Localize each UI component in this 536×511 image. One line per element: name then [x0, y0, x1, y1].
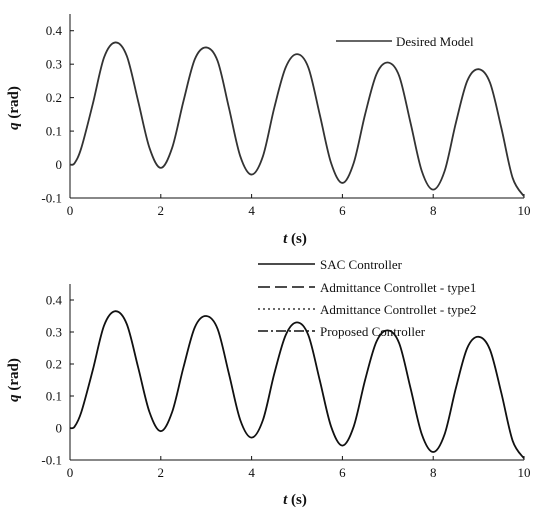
bottom-chart-x-tick-label: 2 — [158, 465, 165, 480]
top-chart-x-tick-label: 8 — [430, 203, 437, 218]
top-chart: 0 2 4 6 8 10 -0.1 0 0.1 0.2 0.3 0.4 t (s) q (rad) D… — [6, 14, 531, 247]
top-chart-x-tick-label: 6 — [339, 203, 346, 218]
bottom-chart-y-tick-label: 0.1 — [46, 389, 62, 404]
bottom-chart-x-tick-label: 0 — [67, 465, 74, 480]
top-chart-x-tick-label: 2 — [158, 203, 165, 218]
top-chart-x-tick-label: 4 — [248, 203, 255, 218]
top-chart-y-tick-label: -0.1 — [41, 191, 62, 206]
bottom-chart-y-tick-label: 0.2 — [46, 357, 62, 372]
bottom-chart-y-tick-label: -0.1 — [41, 453, 62, 468]
top-chart-series-line-desired-model — [69, 41, 525, 197]
top-chart-lines — [69, 41, 525, 197]
bottom-chart-series-line-sac-controller — [69, 310, 525, 459]
bottom-chart-lines — [69, 310, 525, 459]
bottom-chart-ticks: 0 2 4 6 8 10 -0.1 0 0.1 0.2 0.3 0.4 — [41, 293, 530, 481]
bottom-chart-y-axis-label: q (rad) — [6, 358, 22, 402]
legend-label-admittance-type2: Admittance Controllet - type2 — [320, 302, 476, 317]
bottom-chart-x-tick-label: 8 — [430, 465, 437, 480]
top-chart-y-tick-label: 0.3 — [46, 57, 62, 72]
bottom-chart-x-axis-label: t (s) — [283, 492, 307, 508]
bottom-chart-axes — [69, 284, 524, 461]
bottom-chart-y-tick-label: 0 — [56, 421, 63, 436]
top-chart-y-tick-label: 0.2 — [46, 90, 62, 105]
legend-label-desired-model: Desired Model — [396, 34, 474, 49]
top-chart-x-tick-label: 10 — [518, 203, 531, 218]
top-chart-ticks: 0 2 4 6 8 10 -0.1 0 0.1 0.2 0.3 0.4 — [41, 23, 530, 218]
legend-label-admittance-type1: Admittance Controllet - type1 — [320, 280, 476, 295]
bottom-chart-legend: SAC Controller Admittance Controllet - t… — [258, 257, 476, 339]
bottom-chart-x-tick-label: 6 — [339, 465, 346, 480]
top-chart-axes — [69, 14, 524, 199]
bottom-chart-y-tick-label: 0.3 — [46, 325, 62, 340]
top-chart-x-axis-label: t (s) — [283, 231, 307, 247]
top-chart-legend: Desired Model — [336, 34, 474, 49]
top-chart-x-tick-label: 0 — [67, 203, 74, 218]
top-chart-y-axis-label: q (rad) — [6, 86, 22, 130]
legend-label-proposed-controller: Proposed Controller — [320, 324, 426, 339]
legend-label-sac-controller: SAC Controller — [320, 257, 403, 272]
top-chart-y-tick-label: 0 — [56, 157, 63, 172]
bottom-chart: 0 2 4 6 8 10 -0.1 0 0.1 0.2 0.3 0.4 t (s) q (rad) S… — [6, 257, 531, 508]
bottom-chart-y-tick-label: 0.4 — [46, 293, 63, 308]
bottom-chart-x-tick-label: 4 — [248, 465, 255, 480]
top-chart-y-tick-label: 0.1 — [46, 124, 62, 139]
bottom-chart-x-tick-label: 10 — [518, 465, 531, 480]
top-chart-y-tick-label: 0.4 — [46, 23, 63, 38]
